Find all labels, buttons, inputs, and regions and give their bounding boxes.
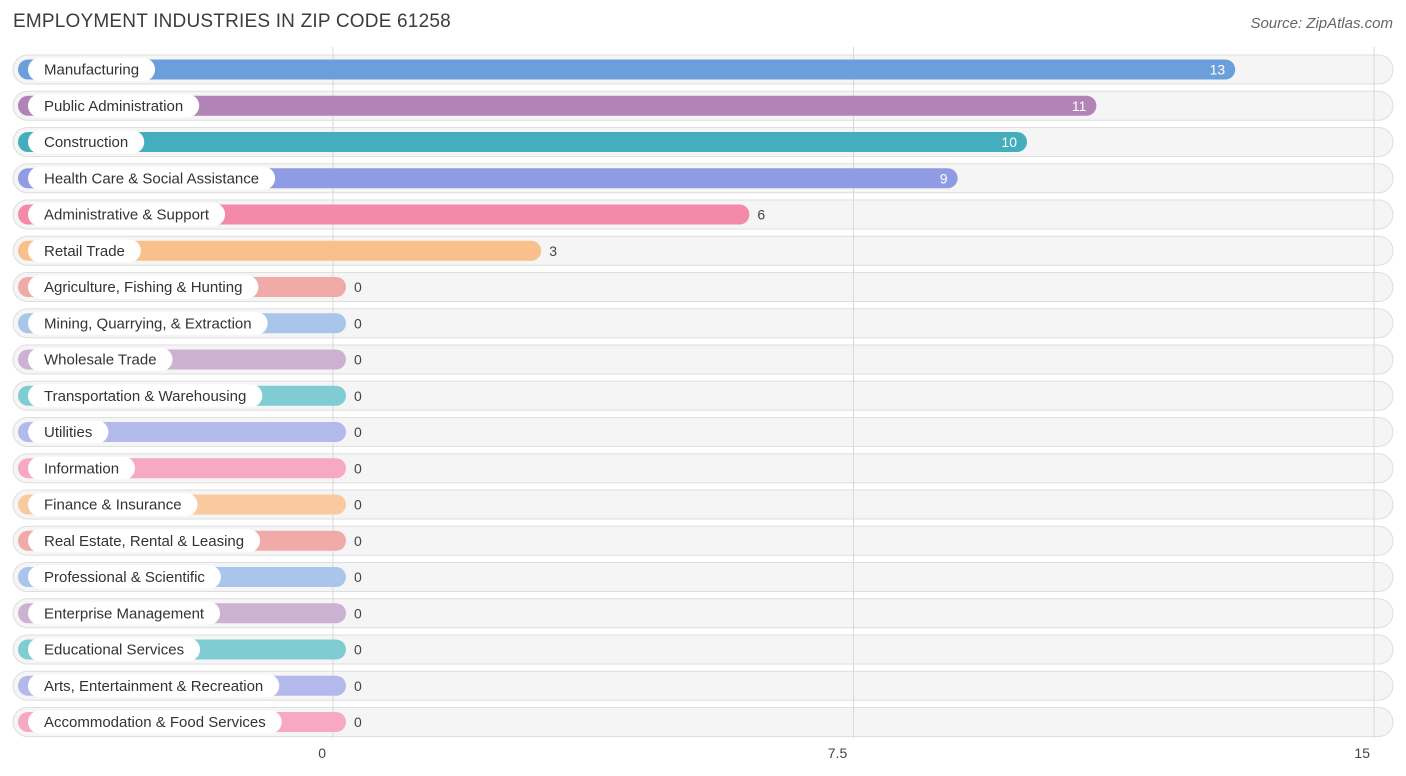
bar-label: Accommodation & Food Services [44,714,266,731]
row-track [12,707,1394,737]
bar-label-pill [28,348,173,371]
bar [18,240,542,261]
bar-value: 3 [549,243,557,259]
bar [18,95,1097,116]
bar-label: Professional & Scientific [44,569,205,586]
bar-value: 13 [1210,62,1226,78]
row-track [12,525,1394,556]
bar-value: 0 [354,460,362,476]
bar-row: Finance & Insurance 0 [18,493,362,516]
bar-row: Mining, Quarrying, & Extraction 0 [18,311,362,335]
bar-value: 0 [354,642,362,658]
row-track [12,598,1394,629]
bar-label-pill [28,529,261,553]
bar-value: 0 [354,315,362,331]
bar-label-pill [28,58,156,81]
bar-label: Administrative & Support [44,207,210,224]
bar-label: Utilities [44,424,92,441]
bar-value: 0 [354,533,362,549]
row-track [12,670,1394,701]
bar-row: Public Administration 11 [18,94,1097,118]
bar-value: 10 [1001,134,1017,150]
bar-value: 11 [1072,98,1087,114]
row-track [12,272,1394,302]
bar-row: Arts, Entertainment & Recreation 0 [18,674,362,698]
bar-label: Finance & Insurance [44,497,182,514]
bar-label: Health Care & Social Assistance [44,170,259,187]
bar-row: Professional & Scientific 0 [18,565,362,589]
bar [18,132,1027,152]
bar-row: Educational Services 0 [18,638,362,661]
bar-row: Retail Trade 3 [18,239,557,263]
bar-row: Wholesale Trade 0 [18,348,362,371]
bar-row: Manufacturing 13 [18,58,1236,81]
bar-value: 0 [354,569,362,585]
bar-value: 9 [940,170,948,186]
bar-value: 0 [354,352,362,368]
row-track [12,344,1394,375]
bar-label-pill [28,239,141,263]
bar-label: Transportation & Warehousing [44,388,246,405]
bar-label-pill [28,565,221,589]
bar-label: Retail Trade [44,243,125,260]
bar-label-pill [28,710,282,734]
bar-label: Manufacturing [44,62,139,79]
bar-label: Wholesale Trade [44,352,157,369]
bar-label-pill [28,420,109,444]
row-track [12,489,1394,520]
chart-title: EMPLOYMENT INDUSTRIES IN ZIP CODE 61258 [13,11,451,32]
bar-label: Agriculture, Fishing & Hunting [44,279,242,296]
bar-value: 0 [354,279,362,295]
bar-row: Health Care & Social Assistance 9 [18,166,958,190]
bar-label-pill [28,384,263,408]
bar-row: Utilities 0 [18,420,362,444]
bar-label: Enterprise Management [44,605,205,622]
bar-row: Transportation & Warehousing 0 [18,384,362,408]
bar-label-pill [28,203,226,226]
bar-label-pill [28,130,145,154]
bar-label: Educational Services [44,642,184,659]
bar-label: Real Estate, Rental & Leasing [44,533,244,550]
x-tick-label: 0 [318,745,326,761]
bar-label-pill [28,275,259,299]
bar-row: Information 0 [18,456,362,480]
bar-label: Construction [44,134,128,151]
bar-label-pill [28,166,276,190]
bar-label-pill [28,638,201,661]
bar-value: 0 [354,497,362,513]
row-track [12,380,1394,411]
bar-row: Administrative & Support 6 [18,203,765,226]
bar-value: 0 [354,605,362,621]
bar-label-pill [28,601,221,625]
bar-label: Mining, Quarrying, & Extraction [44,315,252,332]
row-track [12,417,1394,447]
x-tick-label: 15 [1354,745,1370,761]
bar-value: 0 [354,678,362,694]
bar-value: 0 [354,388,362,404]
row-track [12,562,1394,592]
bar-value: 0 [354,424,362,440]
row-track [12,453,1394,484]
row-track [12,634,1394,665]
bar-label-pill [28,456,136,480]
bar [18,59,1236,80]
bar-label-pill [28,493,198,516]
bar-value: 6 [757,207,765,223]
bar-row: Accommodation & Food Services 0 [18,710,362,734]
bar-row: Construction 10 [18,130,1027,154]
bar-row: Enterprise Management 0 [18,601,362,625]
bar-label-pill [28,311,268,335]
x-tick-label: 7.5 [828,745,848,761]
bar-label: Information [44,460,119,477]
source-note: Source: ZipAtlas.com [1250,15,1393,32]
bar-label-pill [28,674,280,698]
bar-label: Arts, Entertainment & Recreation [44,678,263,695]
bar-label: Public Administration [44,98,183,115]
row-track [12,308,1394,339]
bar-row: Real Estate, Rental & Leasing 0 [18,529,362,553]
bar-row: Agriculture, Fishing & Hunting 0 [18,275,362,299]
bar-value: 0 [354,714,362,730]
bar-label-pill [28,94,200,118]
